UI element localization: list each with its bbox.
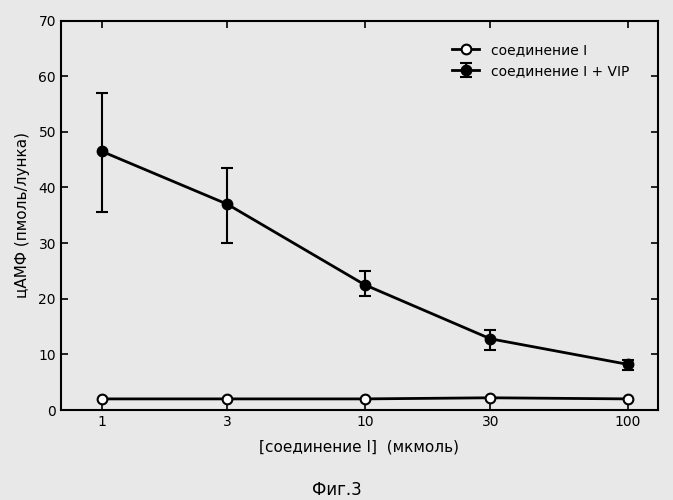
- X-axis label: [соединение I]  (мкмоль): [соединение I] (мкмоль): [259, 440, 460, 455]
- соединение I: [223, 396, 232, 402]
- Legend: соединение I, соединение I + VIP: соединение I, соединение I + VIP: [448, 39, 633, 82]
- Line: соединение I: соединение I: [97, 393, 633, 404]
- соединение I: [487, 395, 495, 401]
- соединение I: [98, 396, 106, 402]
- Text: Фиг.3: Фиг.3: [312, 481, 361, 499]
- Y-axis label: цАМФ (пмоль/лунка): цАМФ (пмоль/лунка): [15, 132, 30, 298]
- соединение I: [624, 396, 632, 402]
- соединение I: [361, 396, 369, 402]
